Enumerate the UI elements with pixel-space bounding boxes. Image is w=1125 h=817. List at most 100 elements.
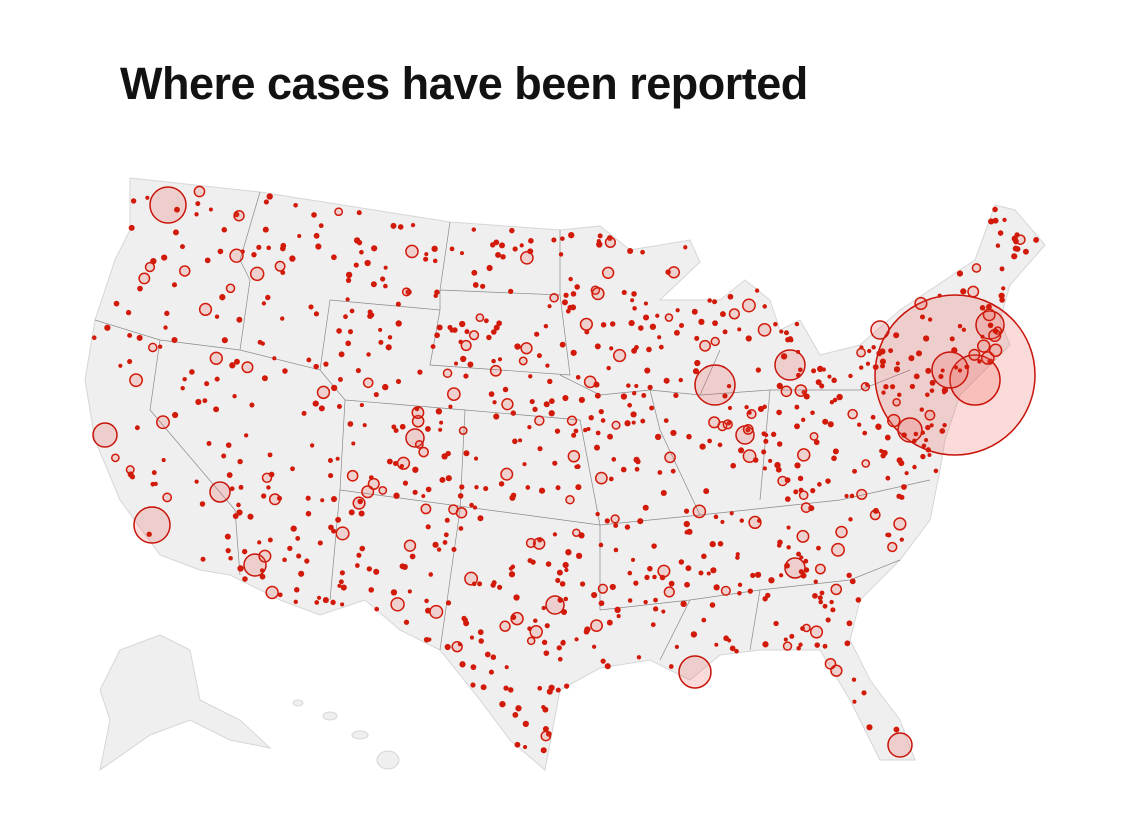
case-dot: [761, 431, 767, 437]
case-dot: [570, 349, 577, 356]
case-dot: [1002, 217, 1007, 223]
case-dot: [438, 427, 443, 432]
case-dot: [899, 537, 904, 542]
case-dot: [646, 346, 652, 353]
case-dot: [913, 373, 920, 380]
case-dot: [712, 299, 718, 305]
case-dot: [322, 597, 329, 604]
case-dot: [849, 493, 855, 499]
case-dot: [720, 519, 725, 525]
case-dot: [395, 378, 402, 385]
case-dot: [145, 195, 150, 200]
case-dot: [754, 571, 762, 578]
case-dot: [304, 558, 310, 564]
case-dot: [489, 364, 502, 377]
case-dot: [560, 608, 568, 615]
case-dot: [373, 391, 379, 398]
case-dot: [986, 303, 992, 310]
case-dot: [546, 688, 553, 695]
case-dot: [734, 648, 739, 654]
case-dot: [171, 336, 178, 344]
case-dot: [637, 325, 644, 331]
case-dot: [728, 308, 740, 320]
case-dot: [180, 244, 185, 250]
case-dot: [831, 377, 837, 384]
case-dot: [861, 690, 867, 696]
case-dot: [390, 589, 398, 596]
case-dot: [514, 343, 521, 350]
case-dot: [707, 298, 712, 303]
case-dot: [441, 453, 448, 460]
case-dot: [221, 453, 227, 459]
case-dot: [469, 635, 474, 640]
case-dot: [636, 655, 642, 660]
us-land: [84, 177, 1046, 771]
case-dot: [265, 585, 279, 600]
case-dot: [703, 488, 710, 495]
case-dot: [866, 724, 873, 731]
case-dot: [540, 747, 547, 754]
case-dot: [488, 669, 494, 675]
case-dot: [594, 343, 601, 350]
case-dot: [383, 265, 388, 270]
case-dot: [976, 339, 991, 353]
case-dot: [794, 423, 800, 430]
case-dot: [225, 442, 232, 448]
case-dot: [640, 418, 646, 424]
case-dot: [657, 470, 663, 475]
case-dot: [478, 638, 484, 644]
case-dot: [611, 420, 621, 430]
case-dot: [663, 586, 675, 598]
case-dot: [879, 448, 884, 453]
case-dot: [643, 599, 648, 605]
case-dot: [265, 294, 271, 301]
case-dot: [830, 607, 836, 613]
case-dot: [852, 699, 857, 704]
alaska: [99, 634, 272, 772]
case-dot: [497, 584, 503, 590]
case-dot: [620, 393, 628, 400]
case-dot: [612, 348, 627, 363]
case-dot: [819, 590, 825, 596]
case-dot: [362, 377, 374, 389]
case-dot: [649, 405, 655, 411]
case-dot: [632, 306, 637, 311]
case-dot: [817, 482, 822, 487]
case-dot: [180, 386, 185, 391]
case-dot: [463, 450, 470, 457]
case-dot: [886, 532, 892, 538]
case-dot: [228, 555, 233, 561]
case-dot: [530, 559, 536, 565]
case-dot: [217, 248, 224, 255]
case-dot: [401, 563, 408, 571]
case-dot: [508, 571, 516, 578]
case-dot: [461, 615, 467, 622]
case-dot: [849, 578, 856, 585]
case-dot: [499, 620, 511, 632]
case-dot: [856, 488, 868, 500]
case-dot: [858, 365, 864, 370]
case-dot: [509, 227, 515, 234]
case-dot: [643, 301, 648, 306]
case-dot: [893, 366, 901, 373]
case-dot: [549, 292, 559, 303]
case-dot: [395, 301, 401, 307]
case-dot: [831, 542, 845, 557]
case-dot: [627, 402, 633, 408]
case-dot: [335, 526, 350, 541]
case-dot: [249, 266, 265, 282]
case-dot: [267, 537, 273, 543]
case-dot: [336, 328, 342, 334]
case-dot: [742, 449, 757, 464]
case-dot: [987, 322, 994, 329]
case-dot: [799, 555, 804, 560]
case-dot: [977, 359, 982, 364]
case-dot: [590, 619, 603, 633]
case-dot: [204, 381, 210, 387]
case-dot: [237, 565, 244, 572]
case-circle: [931, 351, 969, 389]
case-dot: [538, 487, 546, 494]
case-dot: [960, 288, 967, 295]
case-dot: [817, 595, 823, 601]
case-dot: [391, 424, 397, 430]
